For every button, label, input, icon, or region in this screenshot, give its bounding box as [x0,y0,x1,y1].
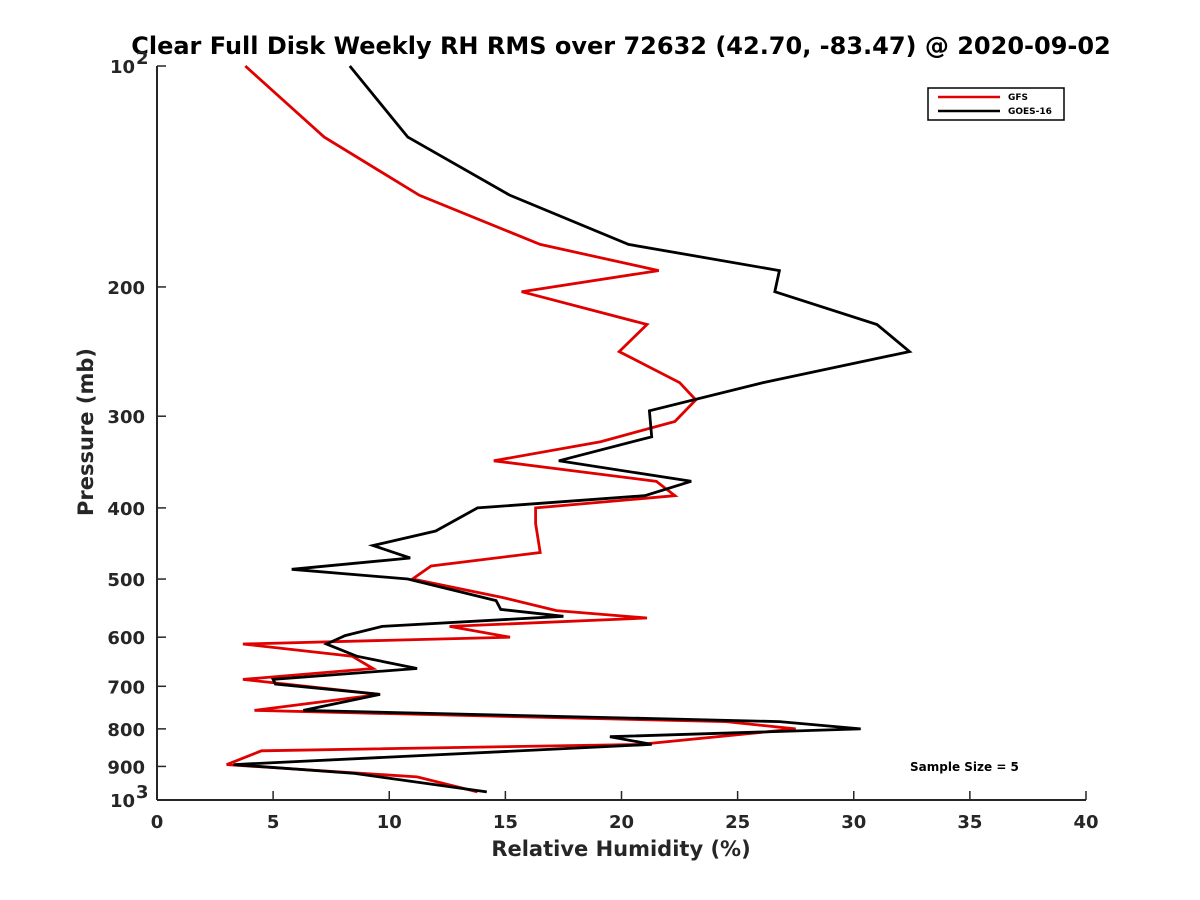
plot-area [156,66,1086,801]
x-tick-label: 10 [377,812,402,833]
x-tick-label: 5 [267,812,280,833]
series-line-gfs [226,64,796,794]
y-tick-label: 400 [107,499,145,520]
y-tick-label: 700 [107,677,145,698]
y-tick-label: 800 [107,720,145,741]
y-tick-label: 600 [107,628,145,649]
x-tick-label: 30 [841,812,866,833]
x-tick-label: 0 [151,812,164,833]
x-axis: 0 5 10 15 20 25 30 35 40 [151,791,1099,833]
y-axis-label: Pressure (mb) [74,348,98,516]
x-tick-label: 40 [1073,812,1098,833]
legend-label-gfs: GFS [1008,93,1028,103]
legend-label-goes-16: GOES-16 [1008,107,1052,117]
y-tick-label: 300 [107,407,145,428]
chart-title: Clear Full Disk Weekly RH RMS over 72632… [131,32,1111,60]
x-tick-label: 20 [609,812,634,833]
sample-size-annotation: Sample Size = 5 [910,760,1019,774]
legend-box [927,87,1065,121]
legend: GFS GOES-16 [927,87,1065,121]
y-tick-exponent: 2 [136,48,149,69]
y-tick-label: 900 [107,757,145,778]
x-tick-label: 15 [493,812,518,833]
series-line-goes-16 [233,65,913,794]
y-tick-label: 500 [107,570,145,591]
y-tick-label: 10 [110,57,135,78]
x-axis-label: Relative Humidity (%) [491,837,750,861]
x-tick-label: 35 [957,812,982,833]
y-tick-label: 200 [107,278,145,299]
y-tick-exponent: 3 [136,782,149,803]
x-tick-label: 25 [725,812,750,833]
y-tick-label: 10 [110,791,135,812]
series-layer [226,64,913,794]
